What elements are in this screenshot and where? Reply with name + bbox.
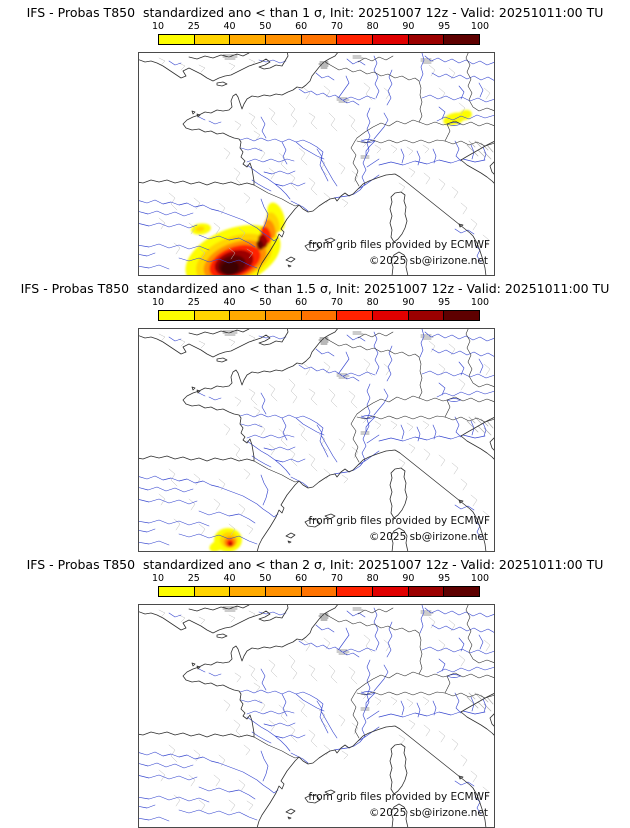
- colorbar: [158, 586, 480, 597]
- colorbar-segment: [372, 311, 408, 320]
- colorbar-segment: [193, 587, 230, 596]
- colorbar-tick: 70: [330, 573, 343, 584]
- colorbar-segment: [372, 587, 408, 596]
- colorbar-segment: [407, 35, 444, 44]
- colorbar-segment: [193, 311, 230, 320]
- map-canvas: [139, 329, 494, 551]
- colorbar: [158, 34, 480, 45]
- colorbar-tick: 50: [259, 297, 272, 308]
- panel-title: IFS - Probas T850 standardized ano < tha…: [26, 5, 604, 20]
- colorbar-tick: 100: [470, 297, 490, 308]
- probability-blob: [256, 240, 264, 250]
- colorbar-segment: [229, 587, 266, 596]
- colorbar-tick: 50: [259, 21, 272, 32]
- panel-title: IFS - Probas T850 standardized ano < tha…: [20, 281, 610, 296]
- colorbar-tick: 40: [223, 573, 236, 584]
- colorbar-segment: [407, 587, 444, 596]
- colorbar-segment: [372, 35, 408, 44]
- colorbar-tick: 70: [330, 21, 343, 32]
- colorbar-tick: 50: [259, 573, 272, 584]
- colorbar-tick: 95: [438, 21, 451, 32]
- probability-blob: [228, 542, 233, 546]
- colorbar-tick: 90: [402, 21, 415, 32]
- colorbar-tick: 10: [151, 297, 165, 308]
- colorbar-segment: [229, 311, 266, 320]
- colorbar-segment: [443, 35, 480, 44]
- probability-blob: [458, 109, 472, 121]
- colorbar-segment: [443, 311, 480, 320]
- colorbar-segment: [159, 35, 194, 44]
- attribution-source: from grib files provided by ECMWF: [308, 791, 490, 803]
- panel-sigma-1-5: IFS - Probas T850 standardized ano < tha…: [0, 276, 630, 552]
- colorbar-tick: 25: [187, 21, 200, 32]
- colorbar-tick: 60: [295, 573, 308, 584]
- panel-sigma-1: IFS - Probas T850 standardized ano < tha…: [0, 0, 630, 276]
- colorbar-segment: [300, 311, 337, 320]
- colorbar-tick: 90: [402, 573, 415, 584]
- colorbar-segment: [229, 35, 266, 44]
- colorbar-segment: [336, 587, 373, 596]
- probability-blob: [221, 260, 239, 275]
- colorbar-segment: [300, 587, 337, 596]
- colorbar-tick: 80: [366, 573, 379, 584]
- colorbar-tick: 40: [223, 21, 236, 32]
- probability-overlay: [209, 528, 242, 551]
- colorbar-tick: 70: [330, 297, 343, 308]
- colorbar-segment: [265, 587, 301, 596]
- colorbar-segment: [407, 311, 444, 320]
- colorbar-segment: [336, 35, 373, 44]
- panel-sigma-2: IFS - Probas T850 standardized ano < tha…: [0, 552, 630, 828]
- colorbar-tick: 100: [470, 573, 490, 584]
- colorbar-tick: 95: [438, 297, 451, 308]
- panel-title: IFS - Probas T850 standardized ano < tha…: [26, 557, 604, 572]
- attribution-copyright: ©2025 sb@irizone.net: [369, 807, 488, 819]
- probability-blob: [195, 226, 205, 232]
- colorbar-tick: 90: [402, 297, 415, 308]
- colorbar-tick: 80: [366, 21, 379, 32]
- colorbar-ticks: 10 25 40 50 60 70 80 90 95 100: [152, 297, 489, 309]
- colorbar-tick: 80: [366, 297, 379, 308]
- colorbar-tick: 10: [151, 21, 165, 32]
- colorbar-segment: [336, 311, 373, 320]
- colorbar-segment: [265, 311, 301, 320]
- colorbar-tick: 95: [438, 573, 451, 584]
- colorbar-tick: 100: [470, 21, 490, 32]
- colorbar-tick: 40: [223, 297, 236, 308]
- colorbar-ticks: 10 25 40 50 60 70 80 90 95 100: [152, 573, 489, 585]
- map-sigma-2: from grib files provided by ECMWF ©2025 …: [138, 604, 495, 828]
- attribution-source: from grib files provided by ECMWF: [308, 239, 490, 251]
- attribution-source: from grib files provided by ECMWF: [308, 515, 490, 527]
- colorbar-tick: 60: [295, 21, 308, 32]
- colorbar-segment: [159, 587, 194, 596]
- colorbar-segment: [159, 311, 194, 320]
- colorbar-ticks: 10 25 40 50 60 70 80 90 95 100: [152, 21, 489, 33]
- colorbar-segment: [300, 35, 337, 44]
- map-sigma-1: from grib files provided by ECMWF ©2025 …: [138, 52, 495, 276]
- colorbar-segment: [193, 35, 230, 44]
- attribution-copyright: ©2025 sb@irizone.net: [369, 531, 488, 543]
- colorbar: [158, 310, 480, 321]
- colorbar-tick: 25: [187, 573, 200, 584]
- map-canvas: [139, 53, 494, 275]
- colorbar-segment: [265, 35, 301, 44]
- colorbar-tick: 60: [295, 297, 308, 308]
- colorbar-tick: 10: [151, 573, 165, 584]
- colorbar-segment: [443, 587, 480, 596]
- attribution-copyright: ©2025 sb@irizone.net: [369, 255, 488, 267]
- colorbar-tick: 25: [187, 297, 200, 308]
- map-sigma-1-5: from grib files provided by ECMWF ©2025 …: [138, 328, 495, 552]
